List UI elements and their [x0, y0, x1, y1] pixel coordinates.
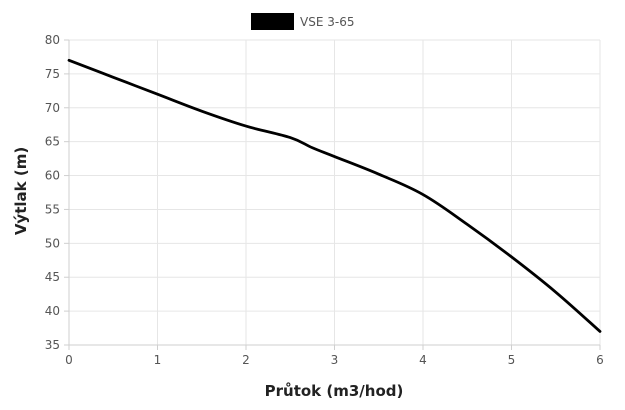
x-tick-label: 2: [242, 353, 250, 367]
y-tick-label: 50: [45, 236, 60, 250]
x-tick-label: 4: [419, 353, 427, 367]
legend[interactable]: VSE 3-65: [251, 13, 354, 30]
y-tick-label: 60: [45, 169, 60, 183]
y-tick-label: 70: [45, 101, 60, 115]
y-tick-label: 55: [45, 202, 60, 216]
legend-label: VSE 3-65: [300, 15, 354, 29]
y-tick-label: 65: [45, 135, 60, 149]
y-tick-label: 35: [45, 338, 60, 352]
series-group: [67, 58, 602, 333]
x-tick-label: 5: [508, 353, 516, 367]
axes: [64, 39, 601, 350]
y-tick-label: 75: [45, 67, 60, 81]
x-tick-labels: 0 1 2 3 4 5 6: [65, 353, 604, 367]
legend-swatch: [251, 13, 294, 30]
y-axis-title: Výtlak (m): [12, 147, 30, 235]
x-tick-label: 1: [154, 353, 162, 367]
grid: [68, 39, 601, 346]
y-tick-label: 40: [45, 304, 60, 318]
y-tick-label: 80: [45, 33, 60, 47]
series-line: [67, 58, 602, 333]
x-tick-label: 3: [331, 353, 339, 367]
x-tick-label: 0: [65, 353, 73, 367]
y-tick-labels: 80 75 70 65 60 55 50 45 40 35: [45, 33, 60, 352]
x-tick-label: 6: [596, 353, 604, 367]
y-tick-label: 45: [45, 270, 60, 284]
x-axis-title: Průtok (m3/hod): [265, 382, 404, 400]
